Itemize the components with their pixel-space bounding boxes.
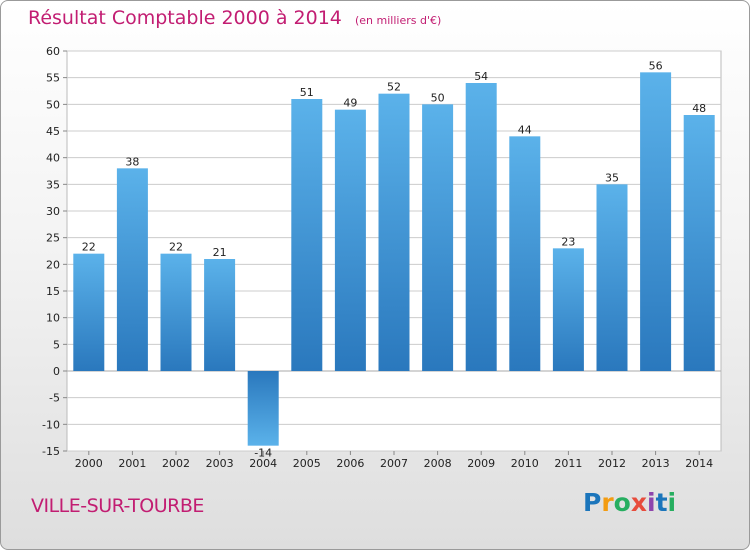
bar-2001 <box>116 168 148 371</box>
x-tick-label: 2003 <box>206 457 234 470</box>
logo-letter: r <box>601 488 614 517</box>
proxiti-logo: Proxiti <box>583 488 676 517</box>
data-label-2007: 52 <box>387 81 401 94</box>
x-tick-label: 2002 <box>162 457 190 470</box>
bar-2012 <box>596 184 628 371</box>
x-tick-label: 2008 <box>424 457 452 470</box>
data-label-2004: -14 <box>254 447 272 460</box>
y-tick-label: 45 <box>46 125 60 138</box>
y-tick-label: -5 <box>49 392 60 405</box>
data-label-2008: 50 <box>431 91 445 104</box>
bar-2014 <box>683 115 715 371</box>
bar-2013 <box>640 72 672 371</box>
data-label-2000: 22 <box>82 241 96 254</box>
y-tick-label: 10 <box>46 312 60 325</box>
y-tick-label: 50 <box>46 98 60 111</box>
data-label-2011: 23 <box>561 235 575 248</box>
chart-title: Résultat Comptable 2000 à 2014 <box>28 7 342 29</box>
bar-2005 <box>291 99 323 371</box>
logo-letter: x <box>630 488 647 517</box>
y-tick-label: 5 <box>53 338 60 351</box>
x-axis-ticks: 2000 2001 2002 2003 2004 2005 2006 2007 2008 2009… <box>75 451 713 470</box>
x-tick-label: 2010 <box>511 457 539 470</box>
data-label-2002: 22 <box>169 241 183 254</box>
bar-2009 <box>465 83 497 371</box>
y-tick-label: 40 <box>46 152 60 165</box>
x-tick-label: 2004 <box>249 457 277 470</box>
data-label-2003: 21 <box>213 246 227 259</box>
y-tick-label: -15 <box>42 445 60 458</box>
logo-letter: i <box>647 488 656 517</box>
logo-letter: o <box>613 488 631 517</box>
data-label-2005: 51 <box>300 86 314 99</box>
bar-2002 <box>160 253 192 371</box>
logo-letter: i <box>667 488 677 517</box>
x-tick-label: 2000 <box>75 457 103 470</box>
x-tick-label: 2013 <box>642 457 670 470</box>
data-label-2001: 38 <box>125 155 139 168</box>
bar-2007 <box>378 93 410 372</box>
bar-2003 <box>204 259 236 371</box>
x-tick-label: 2001 <box>118 457 146 470</box>
bar-2004 <box>247 371 279 446</box>
commune-name: VILLE-SUR-TOURBE <box>31 495 204 517</box>
x-tick-label: 2007 <box>380 457 408 470</box>
bar-2000 <box>73 253 105 371</box>
bar-2010 <box>509 136 541 371</box>
chart-subtitle: (en milliers d'€) <box>354 14 442 27</box>
logo-letter: P <box>583 488 602 517</box>
y-tick-label: 60 <box>46 45 60 58</box>
x-tick-label: 2009 <box>467 457 495 470</box>
data-label-2010: 44 <box>518 123 532 136</box>
y-tick-label: 55 <box>46 72 60 85</box>
y-tick-label: 0 <box>53 365 60 378</box>
y-tick-label: 25 <box>46 232 60 245</box>
x-tick-label: 2011 <box>554 457 582 470</box>
data-labels: 22 38 22 21 -14 51 49 52 50 54 44 23 35 56 48 <box>82 59 706 459</box>
data-label-2013: 56 <box>649 59 663 72</box>
bar-2008 <box>422 104 454 371</box>
bar-2006 <box>334 109 366 372</box>
x-tick-label: 2006 <box>336 457 364 470</box>
title-row: Résultat Comptable 2000 à 2014 (en milli… <box>28 7 441 29</box>
y-tick-label: 30 <box>46 205 60 218</box>
y-tick-label: 20 <box>46 258 60 271</box>
data-label-2006: 49 <box>343 97 357 110</box>
bar-2011 <box>552 248 584 371</box>
data-label-2012: 35 <box>605 171 619 184</box>
y-tick-label: 35 <box>46 178 60 191</box>
x-tick-label: 2014 <box>685 457 713 470</box>
y-tick-label: -10 <box>42 418 60 431</box>
x-tick-label: 2005 <box>293 457 321 470</box>
data-label-2009: 54 <box>474 70 488 83</box>
x-tick-label: 2012 <box>598 457 626 470</box>
y-tick-label: 15 <box>46 285 60 298</box>
bars <box>73 72 715 446</box>
data-label-2014: 48 <box>692 102 706 115</box>
logo-letter: t <box>655 488 668 517</box>
